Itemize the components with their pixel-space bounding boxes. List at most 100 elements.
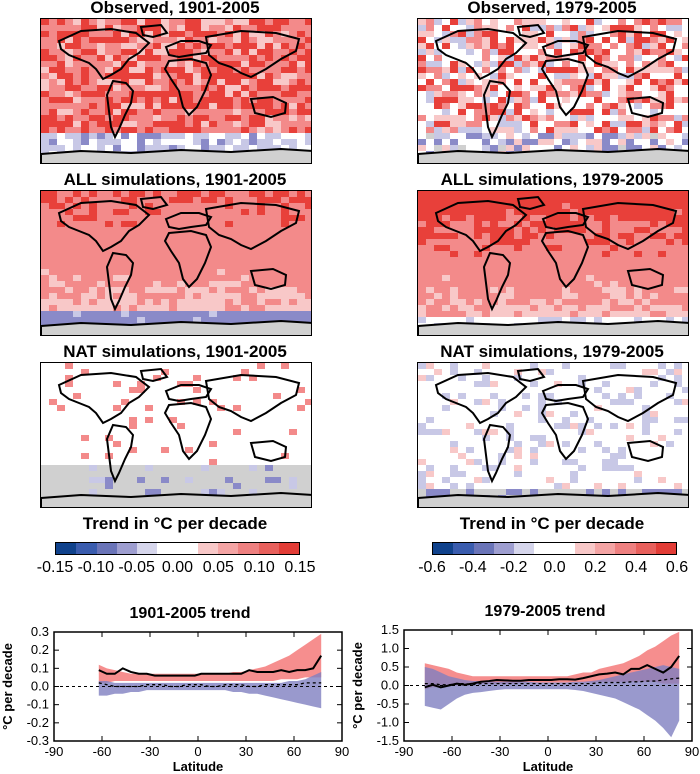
map-cell	[530, 465, 538, 471]
map-cell	[305, 435, 311, 441]
map-cell	[169, 239, 177, 245]
map-cell	[490, 257, 498, 263]
map-cell	[201, 85, 209, 91]
map-cell	[257, 67, 265, 73]
map-cell	[466, 73, 474, 79]
map-cell	[201, 73, 209, 79]
map-cell	[474, 121, 482, 127]
map-cell	[273, 197, 281, 203]
map-cell	[538, 381, 546, 387]
map-cell	[554, 245, 562, 251]
map-cell	[642, 363, 650, 369]
map-cell	[458, 49, 466, 55]
map-cell	[618, 67, 626, 73]
map-cell	[81, 115, 89, 121]
map-cell	[161, 55, 169, 61]
map-cell	[121, 387, 129, 393]
map-cell	[217, 423, 225, 429]
map-cell	[450, 483, 458, 489]
map-cell	[113, 55, 121, 61]
map-cell	[570, 477, 578, 483]
map-cell	[113, 239, 121, 245]
map-cell	[65, 61, 73, 67]
map-cell	[658, 55, 666, 61]
map-cell	[546, 305, 554, 311]
y-axis-label: °C per decade	[350, 642, 365, 729]
map-cell	[474, 387, 482, 393]
map-cell	[265, 215, 273, 221]
continent-outline	[516, 367, 546, 383]
map-cell	[618, 43, 626, 49]
map-cell	[65, 103, 73, 109]
map-cell	[674, 61, 682, 67]
map-cell	[105, 411, 113, 417]
map-cell	[257, 37, 265, 43]
map-cell	[658, 293, 666, 299]
map-cell	[442, 257, 450, 263]
map-cell	[418, 115, 426, 121]
map-cell	[642, 465, 650, 471]
map-cell	[249, 233, 257, 239]
map-cell	[233, 263, 241, 269]
map-cell	[458, 163, 466, 164]
map-cell	[530, 263, 538, 269]
map-cell	[578, 465, 586, 471]
map-cell	[642, 25, 650, 31]
map-cell	[185, 287, 193, 293]
map-cell	[538, 37, 546, 43]
map-cell	[682, 393, 688, 399]
map-cell	[241, 209, 249, 215]
map-cell	[137, 191, 145, 197]
map-cell	[674, 369, 682, 375]
map-cell	[121, 429, 129, 435]
map-cell	[233, 405, 241, 411]
map-cell	[73, 79, 81, 85]
map-cell	[682, 447, 688, 453]
map-cell	[65, 191, 73, 197]
map-cell	[137, 293, 145, 299]
map-cell	[618, 209, 626, 215]
map-cell	[514, 417, 522, 423]
map-cell	[546, 239, 554, 245]
map-cell	[217, 387, 225, 393]
map-cell	[273, 251, 281, 257]
map-cell	[153, 133, 161, 139]
map-cell	[113, 435, 121, 441]
map-cell	[498, 209, 506, 215]
map-cell	[297, 85, 305, 91]
map-cell	[233, 163, 241, 164]
map-cell	[450, 269, 458, 275]
map-cell	[41, 85, 49, 91]
map-cell	[297, 299, 305, 305]
map-cell	[105, 133, 113, 139]
map-cell	[297, 115, 305, 121]
map-cell	[642, 423, 650, 429]
map-cell	[121, 221, 129, 227]
map-cell	[105, 97, 113, 103]
y-tick-label: 0.2	[31, 642, 49, 657]
map-cell	[418, 79, 426, 85]
map-cell	[225, 37, 233, 43]
map-cell	[426, 287, 434, 293]
map-cell	[289, 145, 297, 151]
map-cell	[145, 197, 153, 203]
map-cell	[658, 127, 666, 133]
map-cell	[650, 459, 658, 465]
map-cell	[482, 423, 490, 429]
map-cell	[634, 423, 642, 429]
map-cell	[161, 435, 169, 441]
map-cell	[506, 363, 514, 369]
map-cell	[650, 257, 658, 263]
map-cell	[281, 233, 289, 239]
map-cell	[674, 25, 682, 31]
map-cell	[642, 281, 650, 287]
map-cell	[546, 257, 554, 263]
map-cell	[145, 133, 153, 139]
map-cell	[682, 191, 688, 197]
map-cell	[249, 489, 257, 495]
map-cell	[482, 435, 490, 441]
map-cell	[562, 115, 570, 121]
map-cell	[161, 269, 169, 275]
map-cell	[225, 215, 233, 221]
map-cell	[602, 91, 610, 97]
